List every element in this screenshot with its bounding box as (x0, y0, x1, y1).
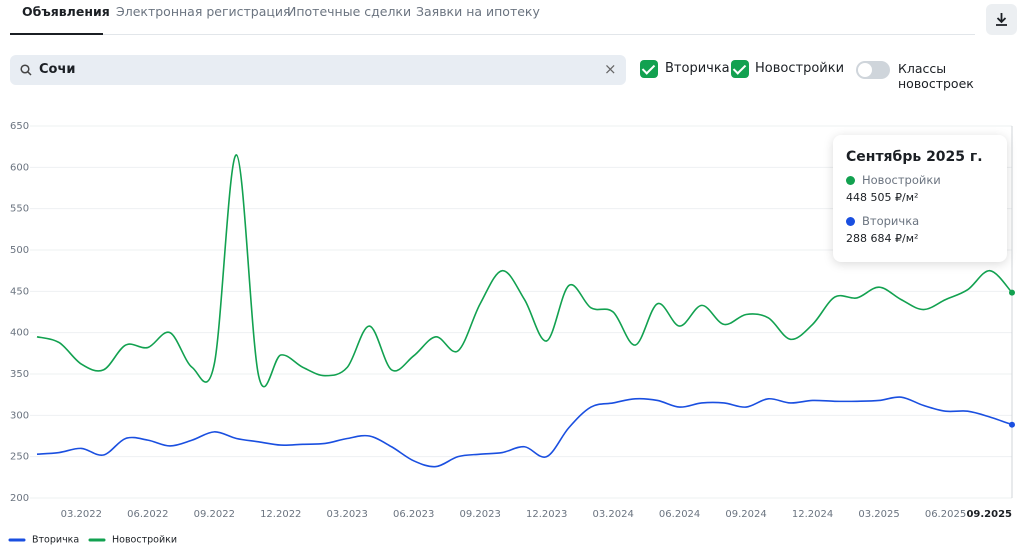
tooltip-value: 448 505 ₽/м² (846, 191, 919, 204)
x-tick-label: 06.2025 (925, 509, 966, 520)
y-tick-label: 200 (10, 493, 29, 504)
last-point (1009, 289, 1015, 296)
tooltip-dot (846, 176, 855, 185)
checkbox[interactable] (640, 60, 658, 78)
x-tick-label: 12.2023 (526, 509, 567, 520)
toggle[interactable] (856, 61, 890, 79)
tab[interactable]: Заявки на ипотеку (416, 4, 540, 19)
tooltip-name: Новостройки (862, 173, 941, 187)
active-tab-underline (10, 33, 103, 35)
x-tick-label: 06.2023 (393, 509, 434, 520)
tabs-divider (10, 34, 975, 35)
x-tick-label: 03.2025 (858, 509, 899, 520)
tooltip-title: Сентябрь 2025 г. (846, 149, 983, 165)
y-tick-label: 450 (10, 286, 29, 297)
y-tick-label: 600 (10, 162, 29, 173)
last-point (1009, 421, 1015, 428)
x-tick-label: 09.2024 (725, 509, 766, 520)
checkbox-label: Вторичка (665, 61, 730, 76)
y-tick-label: 250 (10, 452, 29, 463)
x-tick-label: 09.2023 (460, 509, 501, 520)
y-tick-label: 300 (10, 410, 29, 421)
y-tick-label: 400 (10, 328, 29, 339)
y-tick-label: 550 (10, 204, 29, 215)
tab[interactable]: Объявления (22, 4, 110, 19)
x-tick-label: 09.2025 (966, 509, 1012, 520)
legend-label: Новостройки (112, 535, 177, 546)
tooltip-dot (846, 217, 855, 226)
x-tick-label: 06.2024 (659, 509, 700, 520)
tooltip: Сентябрь 2025 г. Новостройки 448 505 ₽/м… (833, 135, 1007, 262)
x-tick-label: 03.2024 (592, 509, 633, 520)
x-tick-label: 03.2022 (61, 509, 102, 520)
tab[interactable]: Ипотечные сделки (287, 4, 412, 19)
search-text: Сочи (39, 62, 76, 77)
y-tick-label: 350 (10, 369, 29, 380)
tooltip-value: 288 684 ₽/м² (846, 232, 919, 245)
x-tick-label: 12.2024 (792, 509, 833, 520)
search-box[interactable]: Сочи × (10, 55, 626, 85)
download-button[interactable] (986, 4, 1017, 35)
checkbox[interactable] (731, 60, 749, 78)
series-line (36, 154, 1013, 388)
x-tick-label: 03.2023 (327, 509, 368, 520)
x-tick-label: 09.2022 (194, 509, 235, 520)
clear-button[interactable]: × (604, 60, 617, 78)
tab[interactable]: Электронная регистрация (116, 4, 291, 19)
x-tick-label: 12.2022 (260, 509, 301, 520)
x-tick-label: 06.2022 (127, 509, 168, 520)
tooltip-name: Вторичка (862, 214, 920, 228)
series-line (36, 396, 1013, 468)
toggle-label: Классы новостроек (898, 61, 974, 91)
checkbox-label: Новостройки (755, 61, 845, 76)
legend-label: Вторичка (32, 535, 79, 546)
y-tick-label: 500 (10, 245, 29, 256)
y-tick-label: 650 (10, 121, 29, 132)
